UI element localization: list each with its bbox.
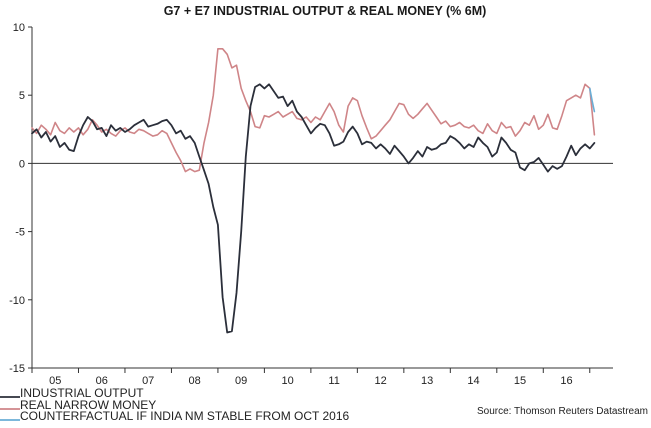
source-note: Source: Thomson Reuters Datastream <box>477 406 648 417</box>
x-tick-label: 15 <box>514 375 526 387</box>
x-tick-label: 06 <box>96 375 108 387</box>
legend: INDUSTRIAL OUTPUT REAL NARROW MONEY COUN… <box>0 386 349 423</box>
x-tick-label: 10 <box>282 375 294 387</box>
legend-label-industrial-output: INDUSTRIAL OUTPUT <box>20 386 144 400</box>
y-tick-label: 10 <box>13 22 25 34</box>
y-tick-label: -5 <box>15 227 25 239</box>
x-tick-label: 12 <box>374 375 386 387</box>
legend-item-real-narrow-money: REAL NARROW MONEY <box>0 398 156 412</box>
legend-label-counterfactual: COUNTERFACTUAL IF INDIA NM STABLE FROM O… <box>20 409 349 423</box>
y-tick-label: 5 <box>19 90 25 102</box>
x-tick-label: 09 <box>235 375 247 387</box>
legend-label-real-narrow-money: REAL NARROW MONEY <box>20 398 156 412</box>
series-layer <box>31 48 596 334</box>
y-ticks: 10 5 0 -5 -10 -15 <box>9 22 32 375</box>
x-tick-label: 13 <box>421 375 433 387</box>
legend-item-counterfactual: COUNTERFACTUAL IF INDIA NM STABLE FROM O… <box>0 409 349 423</box>
x-tick-label: 05 <box>49 375 61 387</box>
counterfactual-line <box>589 87 596 113</box>
x-tick-label: 11 <box>328 375 339 387</box>
x-tick-label: 08 <box>189 375 201 387</box>
industrial-output-line <box>31 83 596 334</box>
chart-title: G7 + E7 INDUSTRIAL OUTPUT & REAL MONEY (… <box>164 4 487 18</box>
x-axis: 05 06 07 08 09 10 11 12 13 14 15 16 <box>31 367 613 387</box>
y-tick-label: -10 <box>9 295 25 307</box>
y-tick-label: -15 <box>9 363 25 375</box>
legend-item-industrial-output: INDUSTRIAL OUTPUT <box>0 386 144 400</box>
real-narrow-money-line <box>31 48 596 173</box>
x-tick-label: 16 <box>560 375 572 387</box>
y-axis: 10 5 0 -5 -10 -15 <box>9 22 33 375</box>
x-tick-label: 07 <box>142 375 154 387</box>
x-ticks: 05 06 07 08 09 10 11 12 13 14 15 16 <box>31 368 591 387</box>
x-tick-label: 14 <box>467 375 479 387</box>
y-tick-label: 0 <box>19 158 25 170</box>
